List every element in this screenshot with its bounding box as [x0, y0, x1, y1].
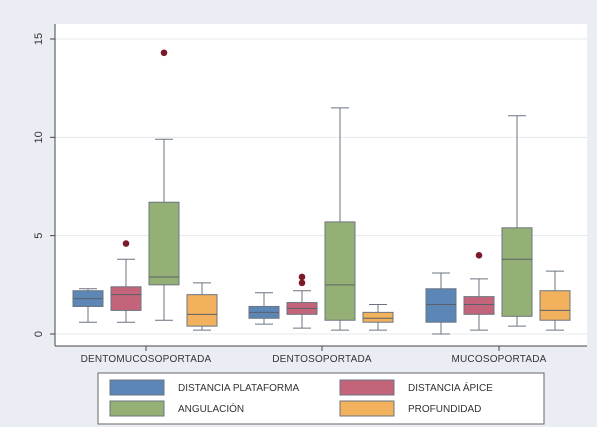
- legend-label: ANGULACIÓN: [178, 402, 244, 415]
- box-distancia-plataforma-2: [425, 272, 457, 335]
- box-angulaci-n-2: [501, 115, 533, 327]
- box-profundidad-0: [186, 282, 218, 331]
- outlier-point: [298, 273, 306, 281]
- box-iqr: [186, 294, 218, 327]
- category-label: DENTOMUCOSOPORTADA: [81, 354, 212, 365]
- legend-label: PROFUNDIDAD: [408, 404, 481, 415]
- box-iqr: [110, 286, 142, 311]
- legend-label: DISTANCIA PLATAFORMA: [178, 383, 299, 394]
- y-tick-label: 0: [33, 331, 45, 337]
- box-iqr: [425, 288, 457, 323]
- box-angulaci-n-1: [324, 107, 356, 331]
- box-groups: [72, 49, 571, 335]
- box-angulaci-n-0: [148, 49, 180, 321]
- legend-swatch: [339, 379, 395, 396]
- box-distancia-pice-1: [286, 273, 318, 329]
- category-labels: DENTOMUCOSOPORTADA DENTOSOPORTADA MUCOSOPO…: [81, 346, 546, 365]
- box-iqr: [148, 201, 180, 286]
- legend-swatch: [109, 379, 165, 396]
- legend-swatch: [339, 400, 395, 417]
- box-distancia-plataforma-1: [248, 292, 280, 325]
- plot-area: [55, 24, 587, 346]
- outlier-point: [122, 240, 130, 247]
- box-profundidad-2: [539, 270, 571, 331]
- category-label: MUCOSOPORTADA: [451, 354, 546, 365]
- outlier-point: [298, 279, 306, 287]
- legend-label: DISTANCIA ÁPICE: [408, 381, 493, 394]
- category-label: DENTOSOPORTADA: [272, 354, 372, 365]
- grid-lines: [55, 38, 587, 335]
- box-iqr: [362, 311, 394, 323]
- box-iqr: [539, 290, 571, 321]
- box-distancia-pice-0: [110, 240, 142, 323]
- box-iqr: [501, 227, 533, 317]
- outlier-point: [475, 252, 483, 259]
- outlier-point: [160, 49, 168, 57]
- y-tick-label: 5: [33, 233, 45, 239]
- y-axis-ticks: 0 5 10 15: [33, 33, 55, 337]
- legend: DISTANCIA PLATAFORMA DISTANCIA ÁPICE ANGUL…: [109, 379, 493, 417]
- y-tick-label: 15: [33, 33, 45, 45]
- box-distancia-plataforma-0: [72, 288, 104, 323]
- legend-box: [97, 372, 545, 425]
- y-tick-label: 10: [33, 131, 45, 143]
- box-profundidad-1: [362, 304, 394, 331]
- box-distancia-pice-2: [463, 252, 495, 331]
- box-iqr: [463, 296, 495, 315]
- legend-swatch: [109, 400, 165, 417]
- box-iqr: [324, 221, 356, 321]
